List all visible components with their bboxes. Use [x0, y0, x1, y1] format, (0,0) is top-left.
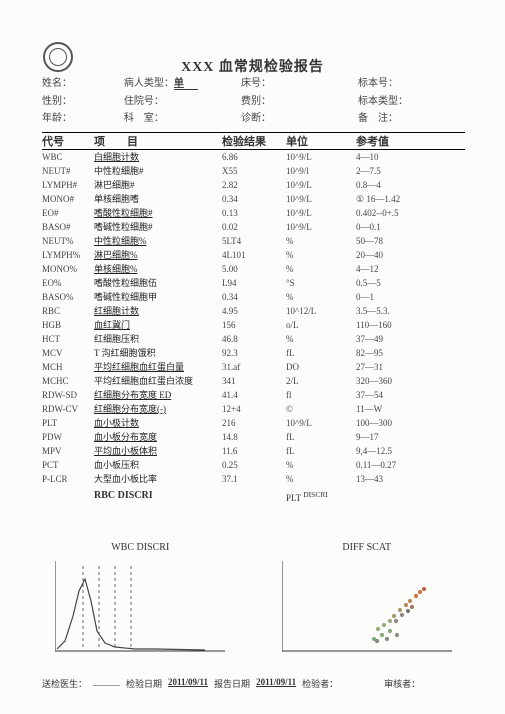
- table-row: LYMPH%淋巴细胞%4L101%20—40: [42, 248, 465, 262]
- meta-sample-type: 标本类型：: [358, 92, 475, 107]
- hdr-result: 检验结果: [222, 133, 286, 149]
- ft-auditor: 审核者：: [384, 677, 420, 690]
- table-row: EO%嗜酸性粒细胞伍L94°S0.5—5: [42, 276, 465, 290]
- table-row: NEUT#中性粒细胞#X5510^9/l2—7.5: [42, 164, 465, 178]
- table-row: RBC红细胞计数4.9510^12/L3.5—5.3.: [42, 304, 465, 318]
- meta-name: 姓名：: [42, 74, 124, 90]
- diff-chart-label: DIFF SCAT: [282, 542, 452, 553]
- plt-discri-label: PLT DISCRI: [286, 490, 356, 503]
- table-row: MCHC平均红细胞血红蛋白浓度3412/L320—360: [42, 374, 465, 388]
- meta-fee: 费别：: [241, 92, 358, 107]
- table-row: RDW-SD红细胞分布宽度 ED41.4fl37—54: [42, 388, 465, 402]
- meta-sex: 性别：: [42, 92, 124, 107]
- ft-blank: ______: [93, 677, 120, 690]
- table-row: HCT红细胞压积46.8%37—49: [42, 332, 465, 346]
- hdr-unit: 单位: [286, 133, 356, 149]
- meta-sample-no: 标本号：: [358, 74, 475, 90]
- table-row: BASO#嗜碱性粒细胞#0.0210^9/L0—0.1: [42, 220, 465, 234]
- meta-admit: 住院号：: [124, 92, 241, 107]
- ft-testdate: 2011/09/11: [168, 677, 208, 690]
- ft-doctor: 送检医生：: [42, 677, 87, 690]
- ft-rptdate: 2011/09/11: [256, 677, 296, 690]
- table-row: PDW血小板分布宽度14.8fL9—17: [42, 430, 465, 444]
- meta-bed: 床号：: [241, 74, 358, 90]
- patient-meta: 姓名： 病人类型：单 床号： 标本号： 性别： 住院号： 费别： 标本类型： 年…: [42, 72, 475, 124]
- meta-dept: 科 室：: [124, 109, 241, 124]
- hdr-ref: 参考值: [356, 133, 446, 149]
- table-row: HGB血红冀门156o/L110—160: [42, 318, 465, 332]
- table-row: P-LCR大型血小板比率37.1%13—43: [42, 472, 465, 486]
- hdr-code: 代号: [42, 133, 94, 149]
- meta-diag: 诊断：: [241, 109, 358, 124]
- diff-chart: [282, 561, 452, 656]
- hdr-item: 项 目: [94, 133, 222, 149]
- table-row: PCT血小板压积0.25%0.11—0.27: [42, 458, 465, 472]
- table-row: MONO#单核细胞嗜0.3410^9/L① 16—1.42: [42, 192, 465, 206]
- ft-tester: 检验者：: [302, 677, 338, 690]
- meta-type: 病人类型：单: [124, 74, 241, 90]
- ft-testdate-lbl: 检验日期: [126, 677, 162, 690]
- report-footer: 送检医生： ______ 检验日期 2011/09/11 报告日期 2011/0…: [42, 677, 465, 690]
- table-row: WBC白细胞计数6.8610^9/L4—10: [42, 150, 465, 164]
- table-row: PLT血小极计数21610^9/L100—300: [42, 416, 465, 430]
- wbc-chart-label: WBC DISCRI: [55, 542, 225, 553]
- meta-note: 备 注：: [358, 109, 475, 124]
- table-row: MONO%单核细胞%5.00%4—12: [42, 262, 465, 276]
- results-table: 代号 项 目 检验结果 单位 参考值 WBC白细胞计数6.8610^9/L4—1…: [42, 132, 465, 503]
- meta-age: 年龄：: [42, 109, 124, 124]
- table-row: MPV平均血小板体积11.6fL9,4—12.5: [42, 444, 465, 458]
- wbc-chart: [55, 561, 225, 656]
- table-row: BASO%嗜碱性粒细胞甲0.34%0—1: [42, 290, 465, 304]
- ft-rptdate-lbl: 报告日期: [214, 677, 250, 690]
- table-row: RDW-CV红细胞分布宽度(-)12+4©11—W: [42, 402, 465, 416]
- table-row: EO#嗜酸性粒细胞#0.1310^9/L0.402--0+.5: [42, 206, 465, 220]
- table-row: NEUT%中性粒细胞%5LT4%50—78: [42, 234, 465, 248]
- table-row: LYMPH#淋巴细胞#2.8210^9/L0.8—4: [42, 178, 465, 192]
- table-row: MCVT 沟红细胞饿积92.3fL82—95: [42, 346, 465, 360]
- chart-area: WBC DISCRI DIFF SCAT: [42, 542, 465, 656]
- table-row: MCH平均红细胞血红蛋白量31.afDO27—31: [42, 360, 465, 374]
- rbc-discri-label: RBC DISCRI: [94, 490, 222, 503]
